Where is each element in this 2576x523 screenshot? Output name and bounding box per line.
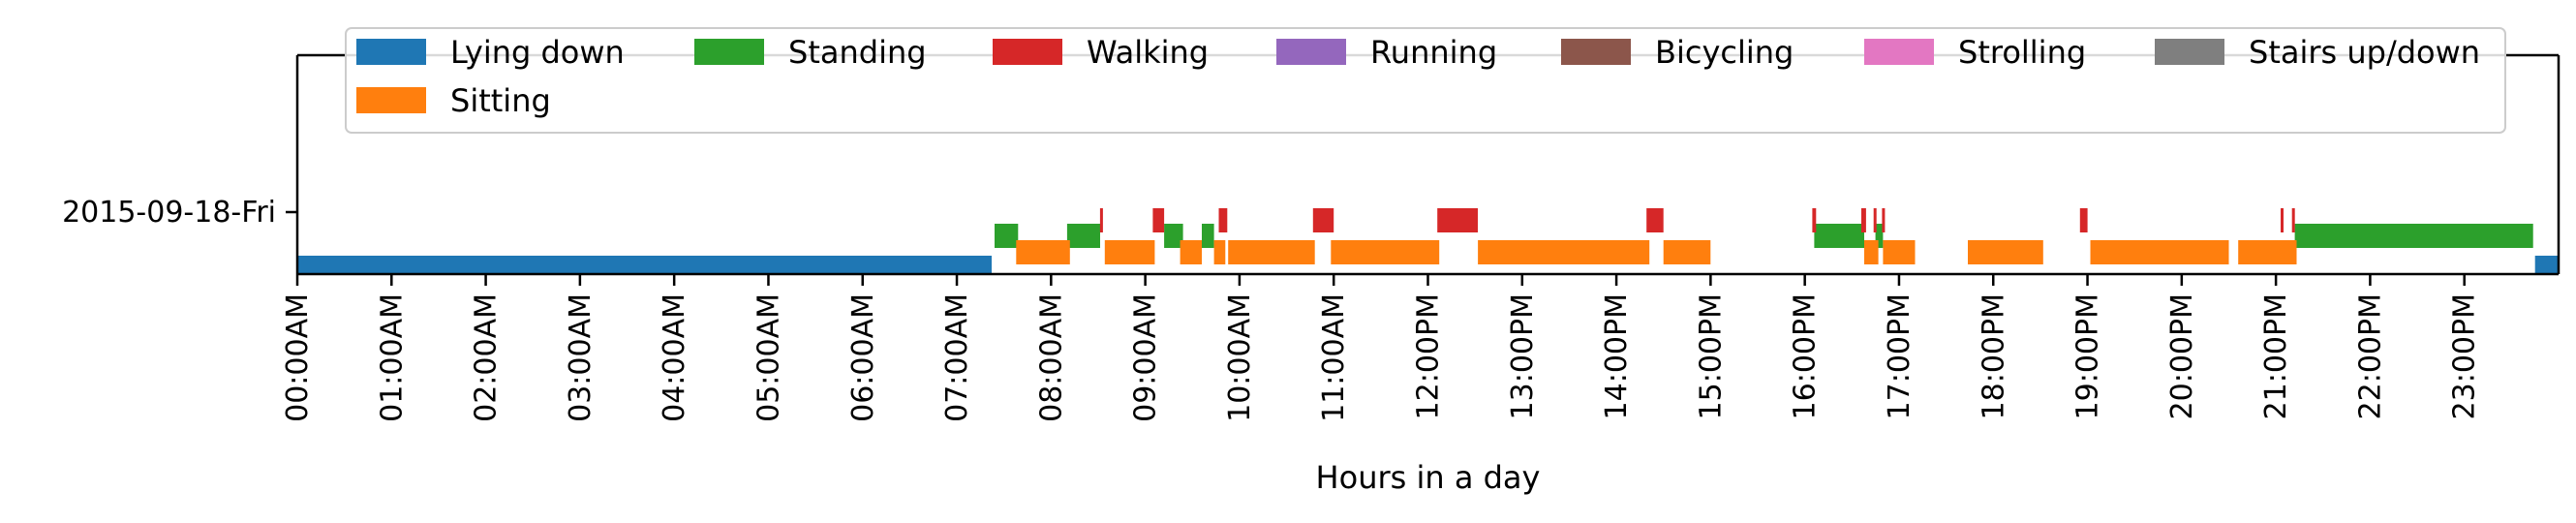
y-tick-label: 2015-09-18-Fri: [62, 196, 276, 230]
segment-sitting: [1478, 240, 1650, 264]
segment-sitting: [1663, 240, 1711, 264]
segment-lying-down: [2534, 256, 2559, 274]
legend-item-sitting: Sitting: [356, 82, 551, 119]
series-walking: [1099, 208, 2295, 232]
series-lying-down: [297, 256, 2559, 274]
x-tick-label: 07:00AM: [940, 293, 974, 422]
x-tick-label: 01:00AM: [375, 293, 409, 422]
legend-item-strolling: Strolling: [1864, 34, 2086, 71]
segment-sitting: [1864, 240, 1879, 264]
x-tick-label: 18:00PM: [1977, 293, 2010, 419]
legend-label: Bicycling: [1655, 34, 1794, 71]
legend-label: Strolling: [1958, 34, 2086, 71]
legend-item-running: Running: [1276, 34, 1497, 71]
x-tick-label: 10:00AM: [1223, 293, 1257, 422]
x-tick-label: 15:00PM: [1694, 293, 1728, 419]
segment-standing: [1066, 224, 1100, 248]
segment-walking: [1152, 208, 1165, 232]
legend-swatch: [1561, 39, 1631, 65]
segment-standing: [1875, 224, 1884, 248]
legend-swatch: [694, 39, 764, 65]
legend-frame: [345, 27, 2506, 134]
legend-label: Sitting: [450, 82, 551, 119]
x-tick-label: 04:00AM: [658, 293, 691, 422]
series-standing: [995, 224, 2533, 248]
legend-item-bicycling: Bicycling: [1561, 34, 1794, 71]
legend-swatch: [356, 87, 426, 113]
plot-area: [297, 208, 2559, 274]
x-tick-label: 05:00AM: [752, 293, 786, 422]
x-tick-label: 17:00PM: [1883, 293, 1917, 419]
segment-walking: [1218, 208, 1228, 232]
legend-label: Standing: [788, 34, 927, 71]
segment-walking: [1873, 208, 1877, 232]
legend-item-stairs-up-down: Stairs up/down: [2155, 34, 2480, 71]
segment-walking: [1882, 208, 1886, 232]
x-tick-label: 00:00AM: [281, 293, 315, 422]
segment-walking: [1437, 208, 1478, 232]
segment-walking: [1861, 208, 1866, 232]
x-axis-title: Hours in a day: [1316, 459, 1541, 496]
legend: Lying down Standing Walking Running Bicyclin…: [345, 27, 2506, 134]
segment-walking: [2079, 208, 2088, 232]
segment-walking: [1812, 208, 1817, 232]
x-tick-label: 14:00PM: [1600, 293, 1634, 419]
legend-item-walking: Walking: [993, 34, 1209, 71]
legend-swatch: [2155, 39, 2224, 65]
x-tick-label: 22:00PM: [2353, 293, 2387, 419]
x-tick-label: 13:00PM: [1506, 293, 1540, 419]
segment-standing: [2294, 224, 2533, 248]
segment-walking: [1099, 208, 1103, 232]
legend-swatch: [356, 39, 426, 65]
segment-sitting: [1331, 240, 1440, 264]
x-tick-label: 16:00PM: [1789, 293, 1823, 419]
x-tick-label: 02:00AM: [470, 293, 504, 422]
x-tick-label: 12:00PM: [1412, 293, 1446, 419]
x-tick-label: 08:00AM: [1034, 293, 1068, 422]
segment-sitting: [1228, 240, 1315, 264]
x-tick-label: 03:00AM: [564, 293, 598, 422]
segment-sitting: [1968, 240, 2043, 264]
axes: 2015-09-18-Fri 00:00AM 01:00AM 02:00AM 03:00…: [62, 53, 2561, 422]
legend-item-lying-down: Lying down: [356, 34, 625, 71]
segment-sitting: [1180, 240, 1202, 264]
segment-sitting: [2238, 240, 2297, 264]
x-tick-label: 21:00PM: [2259, 293, 2293, 419]
legend-label: Running: [1370, 34, 1497, 71]
segment-walking: [1646, 208, 1664, 232]
segment-standing: [995, 224, 1019, 248]
x-tick-label: 11:00AM: [1317, 293, 1351, 422]
x-tick-label: 23:00PM: [2448, 293, 2482, 419]
series-sitting: [1016, 240, 2297, 264]
segment-sitting: [1883, 240, 1916, 264]
legend-label: Lying down: [450, 34, 625, 71]
segment-standing: [1814, 224, 1864, 248]
x-tick-label: 06:00AM: [846, 293, 880, 422]
legend-swatch: [993, 39, 1062, 65]
segment-sitting: [1016, 240, 1070, 264]
legend-label: Stairs up/down: [2249, 34, 2480, 71]
legend-item-standing: Standing: [694, 34, 927, 71]
segment-walking: [2281, 208, 2284, 232]
segment-standing: [1202, 224, 1214, 248]
segment-walking: [2291, 208, 2295, 232]
legend-swatch: [1276, 39, 1346, 65]
segment-sitting: [1104, 240, 1155, 264]
x-tick-label: 09:00AM: [1129, 293, 1163, 422]
segment-standing: [1164, 224, 1183, 248]
legend-swatch: [1864, 39, 1934, 65]
segment-walking: [1312, 208, 1334, 232]
x-tick-label: 19:00PM: [2071, 293, 2105, 419]
x-tick-label: 20:00PM: [2165, 293, 2199, 419]
segment-sitting: [2090, 240, 2229, 264]
segment-lying-down: [297, 256, 992, 274]
segment-sitting: [1213, 240, 1226, 264]
legend-label: Walking: [1087, 34, 1209, 71]
